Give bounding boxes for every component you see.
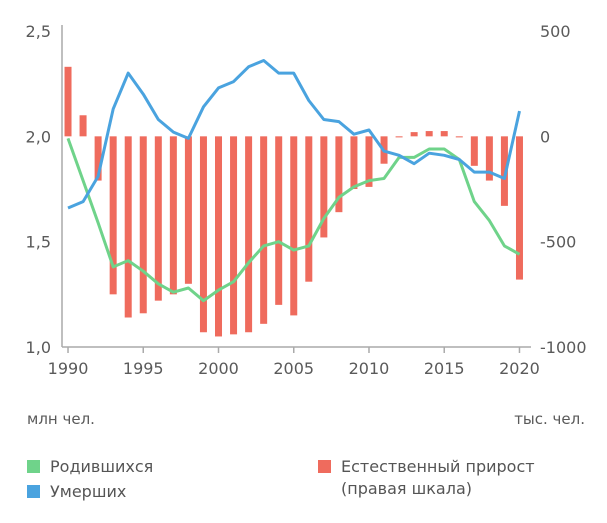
x-tick-label: 1995 [123,359,164,378]
natural-increase-swatch [318,460,331,473]
natural-increase-bar [230,136,238,335]
births-label: Родившихся [50,457,154,476]
natural-increase-bar [215,136,223,337]
natural-increase-bar [350,136,358,189]
natural-increase-bar [410,132,418,137]
left-tick-label: 1,0 [26,338,51,357]
natural-increase-bar [94,136,102,181]
chart: 1990 1995 2000 2005 2010 2015 2020 1,0 1,5 2,0 2,… [26,22,587,378]
right-axis-ticks: -1000 -500 0 500 [540,22,587,357]
left-axis-unit: млн чел. [27,410,95,428]
deaths-line [67,59,521,210]
natural-increase-bar [79,115,87,137]
right-tick-label: 500 [540,22,571,41]
natural-increase-bar [320,136,328,238]
natural-increase-bar [139,136,147,314]
natural-increase-bar [395,136,403,138]
natural-increase-bar [485,136,493,181]
natural-increase-bar [305,136,313,282]
right-tick-label: -500 [540,233,576,252]
deaths-label: Умерших [50,482,127,501]
x-tick-label: 2010 [349,359,390,378]
right-scale-note: (правая шкала) [341,479,472,498]
legend-item-deaths: Умерших [27,481,126,503]
legend-item-natural-increase: Естественный прирост (правая шкала) [318,456,535,500]
left-tick-label: 1,5 [26,233,51,252]
right-axis-unit: тыс. чел. [514,410,585,428]
natural-increase-bar [425,131,433,137]
natural-increase-bar [64,66,72,137]
natural-increase-bar [500,136,508,206]
natural-increase-bar [515,136,523,280]
natural-increase-bars [64,66,523,337]
left-tick-label: 2,5 [26,22,51,41]
natural-increase-bar [275,136,283,305]
left-axis-ticks: 1,0 1,5 2,0 2,5 [26,22,51,357]
natural-increase-bar [124,136,132,318]
natural-increase-bar [154,136,162,301]
right-tick-label: -1000 [540,338,587,357]
natural-increase-bar [260,136,268,324]
births-swatch [27,460,40,473]
deaths-swatch [27,485,40,498]
natural-increase-bar [455,136,463,138]
x-tick-label: 2000 [198,359,239,378]
x-axis-ticks: 1990 1995 2000 2005 2010 2015 2020 [48,347,540,378]
natural-increase-bar [470,136,478,166]
natural-increase-bar [290,136,298,316]
natural-increase-bar [335,136,343,213]
natural-increase-bar [199,136,207,333]
natural-increase-bar [440,131,448,137]
right-tick-label: 0 [540,127,550,146]
x-tick-label: 2020 [499,359,540,378]
natural-increase-bar [109,136,117,295]
natural-increase-bar [169,136,177,295]
left-tick-label: 2,0 [26,127,51,146]
natural-increase-bar [184,136,192,284]
legend-item-births: Родившихся [27,456,153,478]
natural-increase-label: Естественный прирост [341,457,535,476]
x-tick-label: 1990 [48,359,89,378]
natural-increase-bar [365,136,373,187]
births-line [66,137,521,303]
x-tick-label: 2005 [273,359,314,378]
x-tick-label: 2015 [424,359,465,378]
natural-increase-bar [245,136,253,333]
